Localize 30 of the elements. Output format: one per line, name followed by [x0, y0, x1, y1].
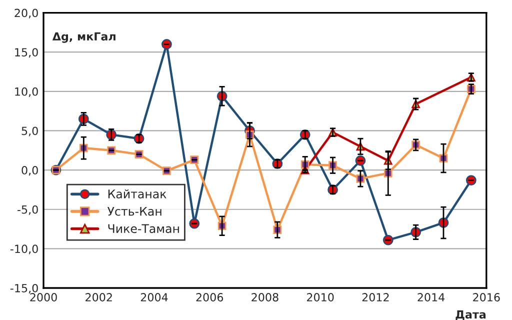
- y-tick-label: 5,0: [22, 126, 38, 136]
- y-tick-label: -5,0: [18, 205, 38, 215]
- legend-label: Чике-Таман: [108, 224, 179, 234]
- x-tick-label: 2002: [86, 293, 112, 302]
- x-tick-label: 2008: [252, 293, 278, 302]
- x-tick-label: 2006: [196, 293, 224, 302]
- y-axis-title: Δg, мкГал: [52, 32, 116, 43]
- x-tick-label: 2016: [473, 293, 500, 302]
- x-axis-title: Дата: [456, 310, 486, 320]
- point: [134, 150, 144, 158]
- point: [189, 218, 200, 229]
- point: [107, 146, 116, 155]
- point: [162, 166, 171, 176]
- y-tick-label: -10,0: [10, 244, 38, 254]
- y-tick-label: 15,0: [15, 48, 38, 58]
- y-tick-label: -15,0: [10, 284, 38, 294]
- legend-label: Усть-Кан: [107, 206, 162, 216]
- x-tick-label: 2012: [362, 293, 389, 302]
- y-tick-label: 20,0: [14, 8, 38, 18]
- x-tick-label: 2000: [30, 293, 57, 302]
- point: [466, 175, 476, 186]
- point: [190, 156, 199, 164]
- x-tick-label: 2010: [306, 293, 334, 302]
- point: [382, 234, 394, 246]
- legend-label: Кайтанак: [108, 189, 166, 198]
- x-tick-label: 2014: [418, 293, 445, 302]
- point: [161, 39, 172, 50]
- y-tick-label: 10,0: [15, 87, 38, 97]
- y-tick-label: 0,0: [22, 166, 38, 176]
- x-tick-label: 2004: [140, 293, 168, 302]
